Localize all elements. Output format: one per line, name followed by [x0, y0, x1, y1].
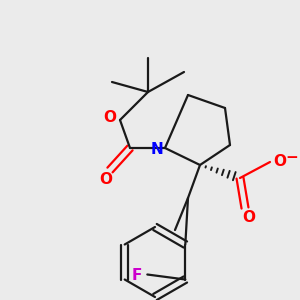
Text: N: N [151, 142, 164, 157]
Text: O: O [242, 211, 256, 226]
Text: −: − [286, 151, 298, 166]
Text: O: O [274, 154, 286, 169]
Text: O: O [100, 172, 112, 188]
Text: O: O [103, 110, 116, 124]
Text: F: F [132, 268, 142, 283]
